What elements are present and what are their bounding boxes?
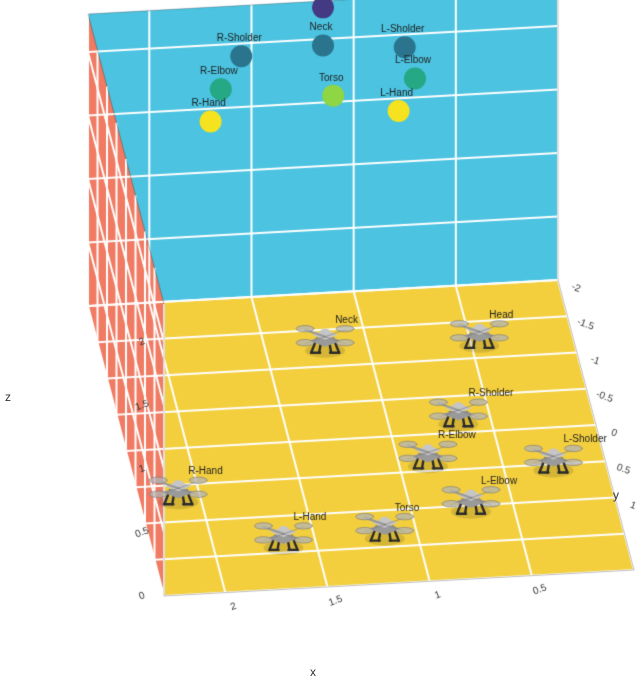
axis-label-y: y xyxy=(613,488,619,502)
axis-label-z: z xyxy=(5,390,11,404)
scene-canvas xyxy=(0,0,636,676)
axis-label-x: x xyxy=(310,665,316,679)
